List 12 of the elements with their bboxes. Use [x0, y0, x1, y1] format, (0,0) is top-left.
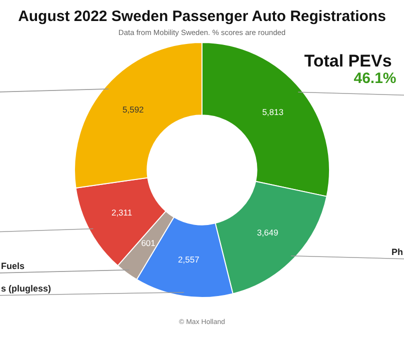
- data-label: 601: [141, 238, 156, 248]
- data-label: 5,813: [262, 106, 284, 117]
- text: 46.1%: [354, 70, 396, 88]
- chart-title: August 2022 Sweden Passenger Auto Registrations: [18, 8, 386, 26]
- slice-label: Fuels: [1, 260, 25, 271]
- data-label: 2,311: [111, 208, 132, 218]
- slice-label: Ph: [391, 246, 403, 257]
- data-label: 3,649: [256, 228, 279, 238]
- text: Total PEVs: [304, 52, 392, 71]
- data-label: 2,557: [178, 254, 200, 265]
- slice-label: s (plugless): [1, 283, 52, 294]
- data-label: 5,592: [122, 104, 144, 115]
